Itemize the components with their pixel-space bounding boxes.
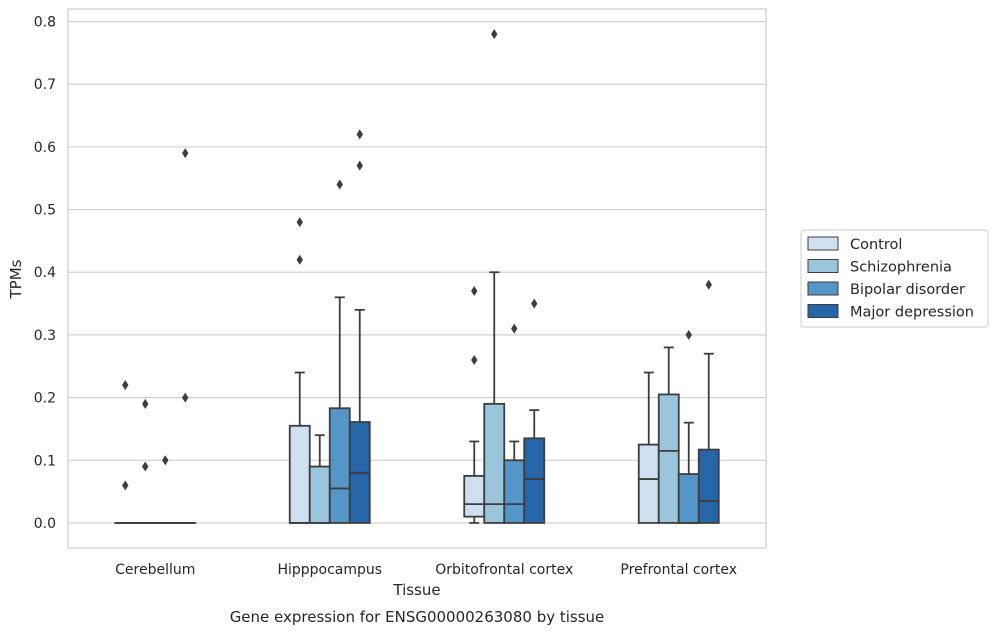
outlier-point: [491, 29, 498, 40]
box-body: [288, 424, 311, 524]
legend-swatch: [807, 259, 839, 273]
box-3-0: [637, 371, 660, 524]
box-body: [308, 465, 331, 524]
legend-swatch: [807, 236, 839, 251]
outlier-point: [122, 480, 129, 491]
outlier-point: [336, 179, 343, 190]
y-tick-label: 0.3: [34, 328, 56, 344]
y-tick-label: 0.1: [34, 453, 56, 469]
box-2-1: [483, 29, 506, 524]
x-tick-label: Cerebellum: [115, 562, 195, 578]
y-tick-label: 0.7: [34, 77, 56, 93]
box-body: [328, 407, 351, 524]
box-1-3: [348, 129, 371, 524]
boxes: [114, 29, 720, 524]
box-0-1: [134, 398, 157, 524]
box-0-3: [174, 148, 197, 524]
box-1-0: [288, 217, 311, 524]
outlier-point: [705, 279, 712, 290]
outlier-point: [356, 129, 363, 140]
outlier-point: [685, 329, 692, 340]
box-body: [637, 443, 660, 524]
legend-label: Bipolar disorder: [850, 282, 965, 298]
box-0-2: [154, 455, 177, 524]
outlier-point: [182, 392, 189, 403]
y-tick-label: 0.6: [34, 140, 56, 156]
box-1-2: [328, 179, 351, 524]
outlier-point: [162, 455, 169, 466]
box-body: [697, 448, 720, 524]
outlier-point: [471, 354, 478, 365]
y-tick-label: 0.5: [34, 203, 56, 219]
y-tick-label: 0.4: [34, 265, 56, 281]
outlier-point: [142, 398, 149, 409]
x-axis-ticks: Cerebellum Hipppocampus Orbitofrontal cort…: [115, 562, 737, 578]
legend-label: Control: [850, 237, 902, 253]
legend-label: Schizophrenia: [850, 260, 952, 276]
legend-frame: [800, 229, 989, 328]
box-body: [677, 473, 700, 524]
outlier-point: [122, 380, 129, 391]
x-tick-label: Prefrontal cortex: [620, 562, 737, 578]
legend: Control Schizophrenia Bipolar disorder Majo…: [800, 229, 989, 328]
box-body: [657, 393, 680, 524]
y-tick-label: 0.8: [34, 15, 56, 31]
outlier-point: [356, 160, 363, 171]
outlier-point: [511, 323, 518, 334]
y-axis-label: TPMs: [7, 259, 25, 299]
box-1-1: [308, 434, 331, 524]
outlier-point: [182, 148, 189, 159]
x-axis-label: Tissue: [392, 581, 440, 599]
box-2-2: [503, 323, 526, 524]
outlier-point: [296, 217, 303, 228]
box-0-0: [114, 380, 137, 524]
y-tick-label: 0.0: [34, 516, 56, 532]
box-2-3: [523, 298, 546, 524]
box-3-3: [697, 279, 720, 524]
legend-swatch: [807, 304, 839, 318]
outlier-point: [471, 286, 478, 297]
legend-label: Major depression: [850, 305, 974, 321]
box-2-0: [463, 286, 486, 524]
box-body: [463, 475, 486, 518]
box-body: [503, 459, 526, 524]
legend-swatch: [807, 281, 839, 296]
x-tick-label: Orbitofrontal cortex: [435, 562, 573, 578]
outlier-point: [296, 254, 303, 265]
box-body: [483, 402, 506, 524]
y-tick-label: 0.2: [34, 391, 56, 407]
figure-caption: Gene expression for ENSG00000263080 by t…: [230, 608, 605, 626]
outlier-point: [531, 298, 538, 309]
y-axis-ticks: 0.0 0.1 0.2 0.3 0.4 0.5 0.6 0.7 0.8: [34, 15, 56, 532]
outlier-point: [142, 461, 149, 472]
box-3-2: [677, 329, 700, 524]
x-tick-label: Hipppocampus: [277, 562, 382, 578]
box-3-1: [657, 346, 680, 524]
plot-area-frame: [67, 8, 767, 549]
box-body: [523, 437, 546, 524]
